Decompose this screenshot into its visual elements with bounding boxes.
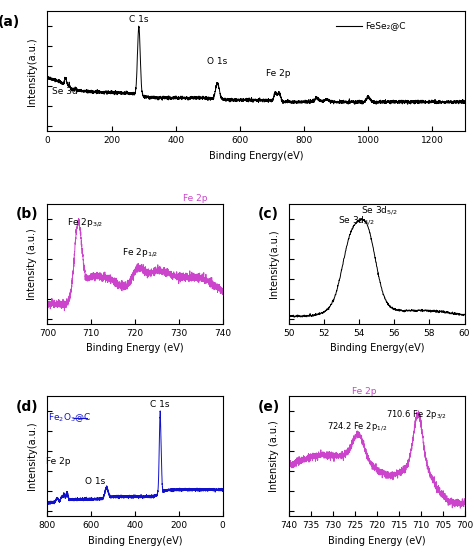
Text: Fe 2p: Fe 2p <box>46 457 71 466</box>
X-axis label: Binding Energy(eV): Binding Energy(eV) <box>209 151 303 161</box>
X-axis label: Binding Energy (eV): Binding Energy (eV) <box>328 536 426 546</box>
Text: 724.2 Fe 2p$_{1/2}$: 724.2 Fe 2p$_{1/2}$ <box>327 420 387 433</box>
Text: (d): (d) <box>16 400 38 413</box>
Text: Fe 2p: Fe 2p <box>266 69 291 78</box>
Text: Fe 2p: Fe 2p <box>352 387 377 396</box>
X-axis label: Binding Energy(eV): Binding Energy(eV) <box>329 343 424 353</box>
X-axis label: Binding Energy (eV): Binding Energy (eV) <box>86 343 184 353</box>
Text: C 1s: C 1s <box>129 15 148 24</box>
Text: O 1s: O 1s <box>85 477 106 486</box>
Text: Se 3d: Se 3d <box>52 87 78 96</box>
Y-axis label: Intensity(a.u.): Intensity(a.u.) <box>27 422 37 490</box>
Y-axis label: Intensity (a.u.): Intensity (a.u.) <box>269 420 279 492</box>
Text: Fe 2p$_{1/2}$: Fe 2p$_{1/2}$ <box>122 246 158 259</box>
Text: 710.6 Fe 2p$_{3/2}$: 710.6 Fe 2p$_{3/2}$ <box>386 408 447 421</box>
Text: Se 3d$_{5/2}$: Se 3d$_{5/2}$ <box>361 204 398 216</box>
Text: Fe 2p$_{3/2}$: Fe 2p$_{3/2}$ <box>67 216 103 229</box>
Text: Fe 2p: Fe 2p <box>183 194 208 203</box>
Text: (c): (c) <box>258 207 279 221</box>
Text: Se 3d$_{3/2}$: Se 3d$_{3/2}$ <box>338 214 375 226</box>
Text: FeSe₂@C: FeSe₂@C <box>365 21 406 30</box>
Text: (b): (b) <box>16 207 38 221</box>
X-axis label: Binding Energy(eV): Binding Energy(eV) <box>88 536 182 546</box>
Text: (e): (e) <box>258 400 280 413</box>
Text: O 1s: O 1s <box>207 57 228 66</box>
Y-axis label: Intensity(a.u.): Intensity(a.u.) <box>269 229 279 298</box>
Text: (a): (a) <box>0 14 19 29</box>
Y-axis label: Intensity(a.u.): Intensity(a.u.) <box>27 37 37 105</box>
Y-axis label: Intensity (a.u.): Intensity (a.u.) <box>27 228 37 300</box>
Text: C 1s: C 1s <box>150 400 170 409</box>
Text: Fe$_2$O$_3$@C: Fe$_2$O$_3$@C <box>48 411 91 424</box>
